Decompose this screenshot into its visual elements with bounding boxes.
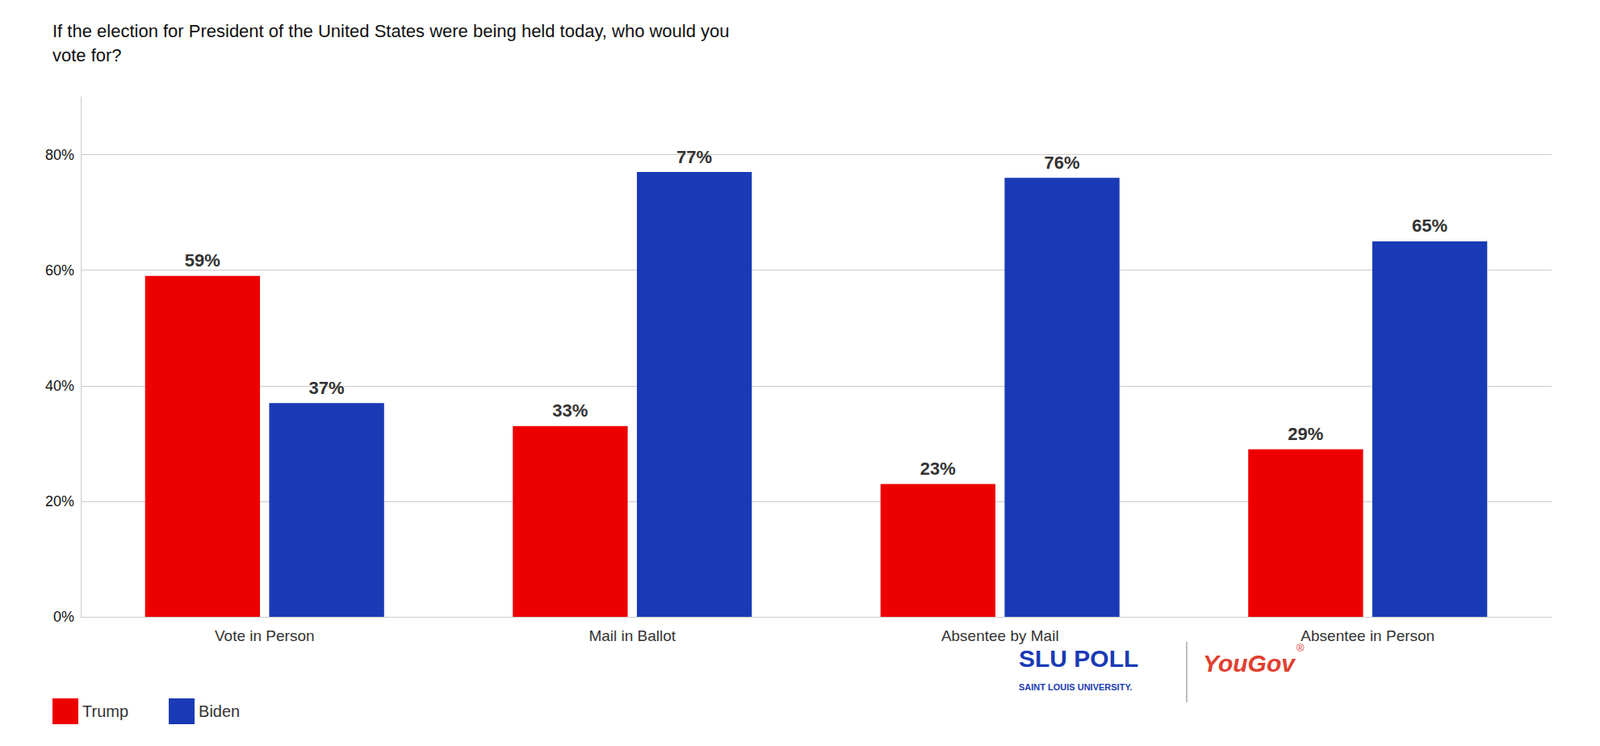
svg-text:Vote in Person: Vote in Person	[214, 627, 315, 645]
svg-text:vote for?: vote for?	[52, 45, 122, 66]
svg-text:60%: 60%	[45, 262, 75, 279]
svg-text:76%: 76%	[1044, 152, 1081, 173]
svg-text:80%: 80%	[45, 146, 75, 164]
svg-text:65%: 65%	[1411, 215, 1448, 236]
svg-text:Absentee in Person: Absentee in Person	[1300, 627, 1435, 645]
svg-text:59%: 59%	[184, 250, 221, 271]
svg-text:YouGov: YouGov	[1202, 649, 1297, 677]
svg-text:Absentee by Mail: Absentee by Mail	[941, 627, 1060, 645]
svg-text:If the election for President: If the election for President of the Uni…	[52, 20, 730, 42]
svg-text:Biden: Biden	[198, 702, 240, 721]
svg-text:SAINT LOUIS UNIVERSITY.: SAINT LOUIS UNIVERSITY.	[1018, 682, 1133, 692]
svg-text:29%: 29%	[1287, 423, 1324, 444]
svg-text:40%: 40%	[45, 377, 75, 394]
svg-text:SLU POLL: SLU POLL	[1018, 645, 1139, 672]
svg-text:Trump: Trump	[82, 702, 129, 721]
svg-text:23%: 23%	[920, 458, 956, 479]
svg-text:77%: 77%	[676, 146, 713, 168]
svg-text:20%: 20%	[45, 493, 75, 510]
svg-text:37%: 37%	[309, 377, 345, 398]
svg-text:33%: 33%	[552, 400, 588, 421]
svg-text:Mail in Ballot: Mail in Ballot	[588, 627, 676, 645]
svg-text:0%: 0%	[53, 608, 75, 625]
